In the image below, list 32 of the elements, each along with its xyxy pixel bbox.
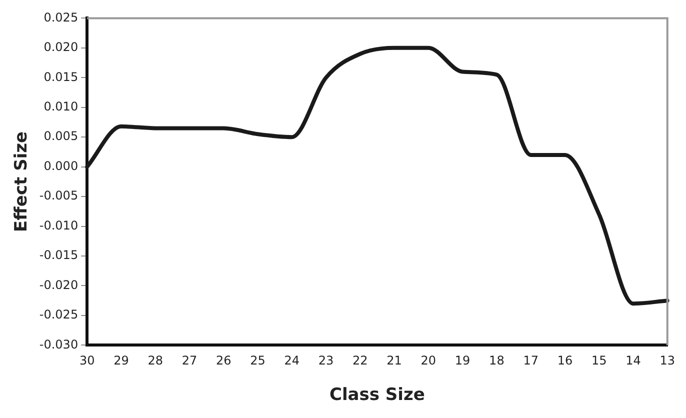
x-tick-label: 22	[352, 354, 368, 368]
x-tick-label: 25	[250, 354, 266, 368]
y-tick-label: 0.005	[44, 129, 78, 144]
x-tick-label: 21	[386, 354, 402, 368]
x-tick-label: 17	[523, 354, 538, 368]
y-tick-label: -0.015	[39, 248, 78, 262]
x-tick-label: 13	[660, 354, 676, 368]
y-tick-label: -0.005	[39, 188, 78, 203]
x-tick-label: 14	[626, 354, 641, 368]
y-tick-label: 0.010	[44, 100, 78, 114]
y-tick-label: -0.010	[39, 218, 78, 232]
x-tick-label: 27	[182, 354, 198, 368]
x-tick-label: 16	[557, 354, 573, 368]
x-tick-label: 19	[454, 354, 470, 368]
y-axis-title: Effect Size	[12, 131, 32, 232]
y-tick-label: 0.015	[44, 70, 78, 84]
x-tick-label: 30	[79, 354, 95, 368]
x-tick-label: 26	[216, 354, 232, 368]
y-tick-label: 0.025	[44, 10, 78, 24]
x-tick-label: 24	[284, 354, 300, 368]
x-tick-label: 29	[114, 354, 129, 368]
x-tick-label: 28	[148, 354, 163, 368]
x-axis-title: Class Size	[330, 385, 425, 406]
y-tick-label: 0.020	[44, 40, 78, 54]
x-tick-label: 18	[489, 354, 504, 368]
x-tick-label: 15	[591, 354, 607, 368]
x-tick-label: 23	[318, 354, 334, 368]
y-tick-label: -0.025	[39, 308, 78, 322]
y-tick-label: -0.030	[39, 337, 78, 352]
x-tick-label: 20	[420, 354, 436, 368]
y-tick-label: 0.000	[44, 158, 78, 173]
y-tick-label: -0.020	[39, 278, 78, 292]
